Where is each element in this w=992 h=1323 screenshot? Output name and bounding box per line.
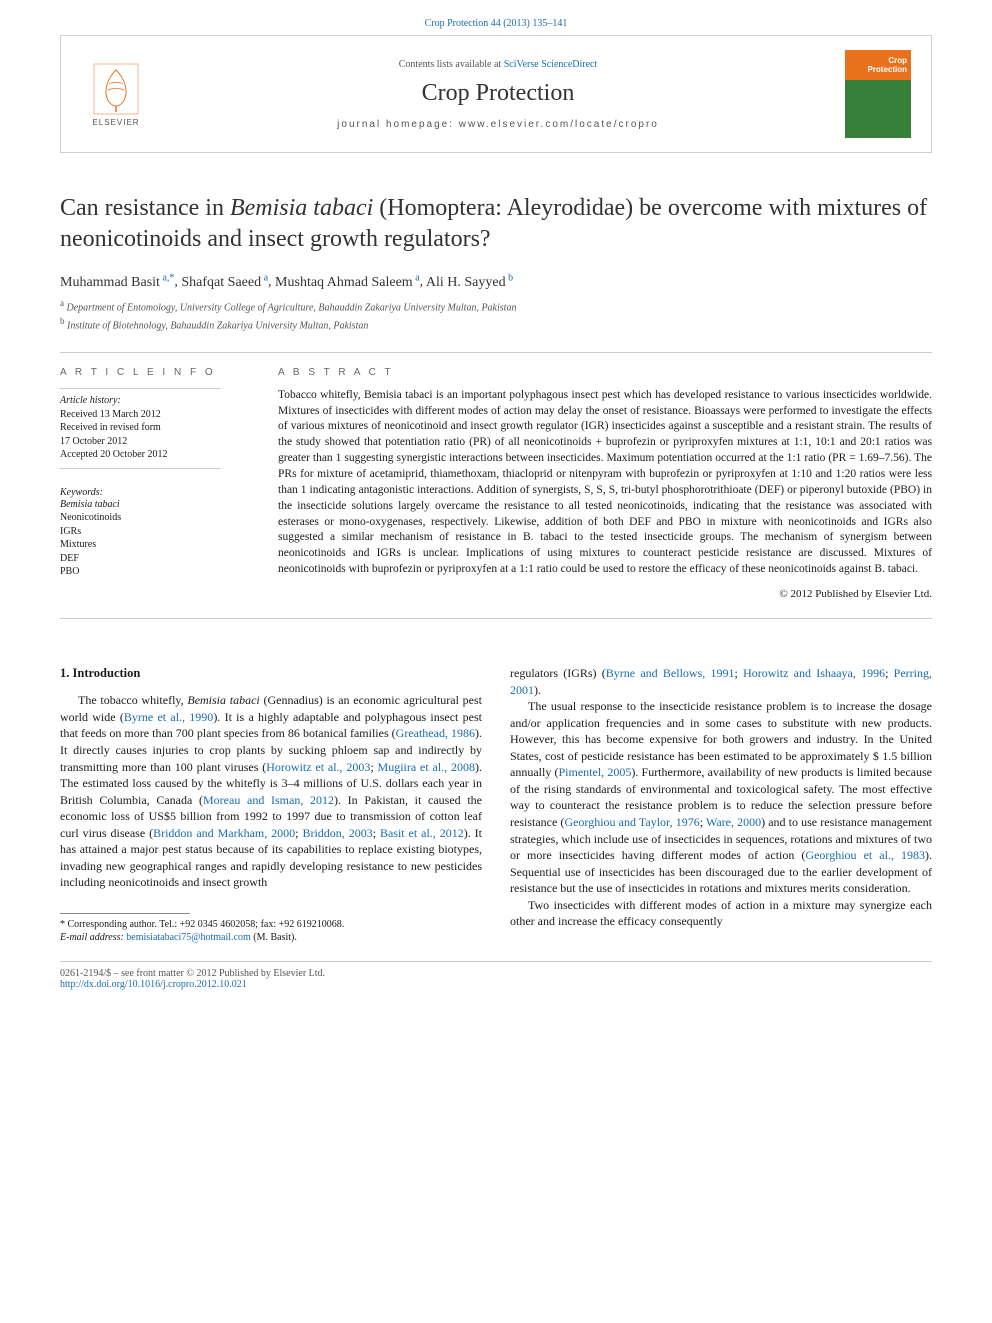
body-right-column: regulators (IGRs) (Byrne and Bellows, 19… <box>510 665 932 945</box>
article-info-column: A R T I C L E I N F O Article history: R… <box>60 367 250 600</box>
email-suffix: (M. Basit). <box>251 932 297 943</box>
author-aff-marker: a <box>261 272 268 283</box>
ref-link[interactable]: Moreau and Isman, 2012 <box>203 793 334 807</box>
keyword: PBO <box>60 565 250 579</box>
author-corr-marker: * <box>169 272 174 283</box>
contents-available-line: Contents lists available at SciVerse Sci… <box>169 59 827 70</box>
citation-link[interactable]: Crop Protection 44 (2013) 135–141 <box>425 18 568 29</box>
abstract-text: Tobacco whitefly, Bemisia tabaci is an i… <box>278 388 932 578</box>
ref-link[interactable]: Byrne et al., 1990 <box>124 710 213 724</box>
history-line: Received 13 March 2012 <box>60 408 250 422</box>
homepage-pre: journal homepage: <box>337 119 459 130</box>
ref-link[interactable]: Briddon and Markham, 2000 <box>153 826 295 840</box>
cover-title: CropProtection <box>867 56 907 74</box>
intro-paragraph-3: Two insecticides with different modes of… <box>510 897 932 930</box>
page-header-citation: Crop Protection 44 (2013) 135–141 <box>0 0 992 35</box>
keywords-label: Keywords: <box>60 487 250 498</box>
ref-link[interactable]: Pimentel, 2005 <box>559 765 632 779</box>
elsevier-label: ELSEVIER <box>92 118 139 127</box>
doi-link[interactable]: http://dx.doi.org/10.1016/j.cropro.2012.… <box>60 979 247 990</box>
abstract-heading: A B S T R A C T <box>278 367 932 378</box>
history-line: 17 October 2012 <box>60 435 250 449</box>
body-two-columns: 1. Introduction The tobacco whitefly, Be… <box>60 665 932 945</box>
ref-link[interactable]: Mugiira et al., 2008 <box>378 760 475 774</box>
footnote-rule <box>60 913 190 914</box>
section-divider <box>60 352 932 353</box>
ref-link[interactable]: Basit et al., 2012 <box>380 826 464 840</box>
keyword: Neonicotinoids <box>60 511 250 525</box>
history-label: Article history: <box>60 395 250 406</box>
info-rule <box>60 468 220 469</box>
history-line: Accepted 20 October 2012 <box>60 448 250 462</box>
contents-bar: ELSEVIER Contents lists available at Sci… <box>60 35 932 153</box>
ref-link[interactable]: Greathead, 1986 <box>396 726 475 740</box>
contents-pre: Contents lists available at <box>399 59 504 70</box>
info-rule <box>60 388 220 389</box>
abstract-copyright: © 2012 Published by Elsevier Ltd. <box>278 588 932 600</box>
elsevier-logo: ELSEVIER <box>81 54 151 134</box>
journal-cover-thumb: CropProtection <box>845 50 911 138</box>
section-divider <box>60 618 932 619</box>
ref-link[interactable]: Georghiou et al., 1983 <box>805 848 925 862</box>
author-aff-marker: a, <box>160 272 169 283</box>
intro-paragraph-2: The usual response to the insecticide re… <box>510 698 932 897</box>
body-left-column: 1. Introduction The tobacco whitefly, Be… <box>60 665 482 945</box>
author-aff-marker: b <box>506 272 514 283</box>
author-aff-marker: a <box>413 272 420 283</box>
keyword: Mixtures <box>60 538 250 552</box>
ref-link[interactable]: Horowitz and Ishaaya, 1996 <box>743 666 885 680</box>
article-title: Can resistance in Bemisia tabaci (Homopt… <box>60 193 932 254</box>
author: Ali H. Sayyed b <box>426 275 513 290</box>
bottom-bar: 0261-2194/$ – see front matter © 2012 Pu… <box>60 961 932 990</box>
email-line: E-mail address: bemisiatabaci75@hotmail.… <box>60 931 482 945</box>
corresponding-author-note: * Corresponding author. Tel.: +92 0345 4… <box>60 918 482 932</box>
keyword: Bemisia tabaci <box>60 498 250 512</box>
author: Mushtaq Ahmad Saleem a <box>275 275 420 290</box>
email-label: E-mail address: <box>60 932 126 943</box>
ref-link[interactable]: Georghiou and Taylor, 1976 <box>564 815 699 829</box>
affiliation-list: a Department of Entomology, University C… <box>60 297 932 334</box>
ref-link[interactable]: Horowitz et al., 2003 <box>266 760 370 774</box>
abstract-column: A B S T R A C T Tobacco whitefly, Bemisi… <box>278 367 932 600</box>
journal-name: Crop Protection <box>169 80 827 107</box>
history-line: Received in revised form <box>60 421 250 435</box>
affiliation: a Department of Entomology, University C… <box>60 297 932 315</box>
keyword: IGRs <box>60 525 250 539</box>
intro-paragraph-1-cont: regulators (IGRs) (Byrne and Bellows, 19… <box>510 665 932 698</box>
info-abstract-row: A R T I C L E I N F O Article history: R… <box>60 367 932 600</box>
front-matter-line: 0261-2194/$ – see front matter © 2012 Pu… <box>60 968 932 979</box>
keyword: DEF <box>60 552 250 566</box>
intro-paragraph-1: The tobacco whitefly, Bemisia tabaci (Ge… <box>60 692 482 891</box>
author: Muhammad Basit a,* <box>60 275 174 290</box>
article-info-heading: A R T I C L E I N F O <box>60 367 250 378</box>
ref-link[interactable]: Byrne and Bellows, 1991 <box>606 666 735 680</box>
ref-link[interactable]: Briddon, 2003 <box>302 826 372 840</box>
email-link[interactable]: bemisiatabaci75@hotmail.com <box>126 932 250 943</box>
affiliation: b Institute of Biotehnology, Bahauddin Z… <box>60 315 932 333</box>
author: Shafqat Saeed a <box>181 275 268 290</box>
contents-center: Contents lists available at SciVerse Sci… <box>169 59 827 130</box>
journal-homepage-line: journal homepage: www.elsevier.com/locat… <box>169 119 827 130</box>
footnotes: * Corresponding author. Tel.: +92 0345 4… <box>60 918 482 945</box>
ref-link[interactable]: Ware, 2000 <box>706 815 761 829</box>
section-heading-introduction: 1. Introduction <box>60 665 482 682</box>
sciencedirect-link[interactable]: SciVerse ScienceDirect <box>504 59 598 70</box>
author-list: Muhammad Basit a,*, Shafqat Saeed a, Mus… <box>60 272 932 291</box>
homepage-url[interactable]: www.elsevier.com/locate/cropro <box>459 119 659 130</box>
elsevier-tree-icon <box>92 62 140 116</box>
